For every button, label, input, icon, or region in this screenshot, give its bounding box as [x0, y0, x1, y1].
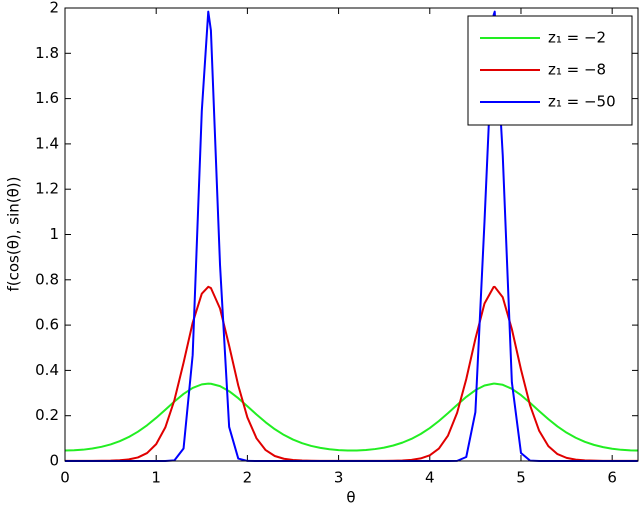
y-tick-label: 1: [49, 225, 59, 243]
line-series: [64, 382, 638, 452]
y-tick-label: 0.2: [35, 406, 59, 424]
x-tick-label: 2: [243, 469, 253, 487]
y-tick-label: 1.8: [35, 44, 59, 62]
legend-label: z₁ = −8: [548, 61, 606, 79]
x-tick-label: 5: [516, 469, 526, 487]
y-tick-label: 0.4: [35, 361, 59, 379]
y-tick-label: 1.4: [35, 134, 59, 152]
legend-label: z₁ = −2: [548, 29, 606, 47]
x-axis-label: θ: [346, 489, 355, 507]
y-tick-label: 2: [49, 0, 59, 17]
y-tick-label: 0.8: [35, 270, 59, 288]
y-tick-label: 1.2: [35, 180, 59, 198]
y-tick-label: 0: [49, 452, 59, 470]
x-tick-label: 3: [334, 469, 344, 487]
x-tick-label: 1: [151, 469, 161, 487]
plot-frame: [64, 7, 639, 462]
legend-label: z₁ = −50: [548, 93, 616, 111]
x-tick-label: 4: [425, 469, 435, 487]
y-axis-label: f(cos(θ), sin(θ)): [5, 176, 23, 291]
x-tick-label: 0: [60, 469, 70, 487]
y-tick-label: 0.6: [35, 316, 59, 334]
y-tick-label: 1.6: [35, 89, 59, 107]
x-tick-label: 6: [607, 469, 617, 487]
